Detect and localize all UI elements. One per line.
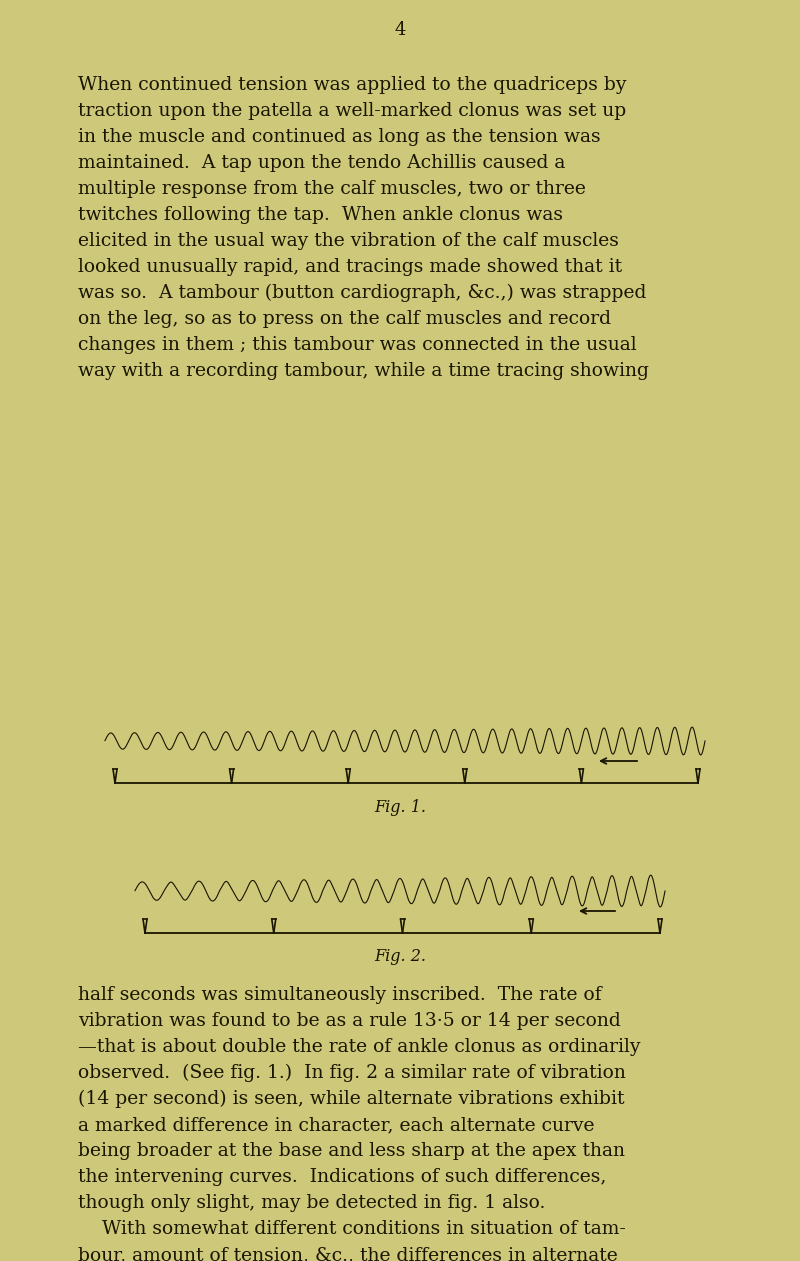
Text: though only slight, may be detected in fig. 1 also.: though only slight, may be detected in f…	[78, 1194, 546, 1212]
Text: traction upon the patella a well-marked clonus was set up: traction upon the patella a well-marked …	[78, 102, 626, 120]
Text: 4: 4	[394, 21, 406, 39]
Text: elicited in the usual way the vibration of the calf muscles: elicited in the usual way the vibration …	[78, 232, 619, 250]
Text: on the leg, so as to press on the calf muscles and record: on the leg, so as to press on the calf m…	[78, 310, 611, 328]
Text: multiple response from the calf muscles, two or three: multiple response from the calf muscles,…	[78, 180, 586, 198]
Text: way with a recording tambour, while a time tracing showing: way with a recording tambour, while a ti…	[78, 362, 649, 380]
Text: maintained.  A tap upon the tendo Achillis caused a: maintained. A tap upon the tendo Achilli…	[78, 154, 566, 171]
Text: half seconds was simultaneously inscribed.  The rate of: half seconds was simultaneously inscribe…	[78, 986, 602, 1004]
Text: Fig. 1.: Fig. 1.	[374, 799, 426, 816]
Text: the intervening curves.  Indications of such differences,: the intervening curves. Indications of s…	[78, 1168, 606, 1187]
Text: —that is about double the rate of ankle clonus as ordinarily: —that is about double the rate of ankle …	[78, 1038, 641, 1055]
Text: Fig. 2.: Fig. 2.	[374, 948, 426, 965]
Text: With somewhat different conditions in situation of tam-: With somewhat different conditions in si…	[78, 1219, 626, 1238]
Text: observed.  (See fig. 1.)  In fig. 2 a similar rate of vibration: observed. (See fig. 1.) In fig. 2 a simi…	[78, 1064, 626, 1082]
Text: twitches following the tap.  When ankle clonus was: twitches following the tap. When ankle c…	[78, 206, 563, 224]
Text: being broader at the base and less sharp at the apex than: being broader at the base and less sharp…	[78, 1142, 625, 1160]
Text: vibration was found to be as a rule 13·5 or 14 per second: vibration was found to be as a rule 13·5…	[78, 1013, 621, 1030]
Text: bour, amount of tension, &c., the differences in alternate: bour, amount of tension, &c., the differ…	[78, 1246, 618, 1261]
Text: looked unusually rapid, and tracings made showed that it: looked unusually rapid, and tracings mad…	[78, 259, 622, 276]
Text: a marked difference in character, each alternate curve: a marked difference in character, each a…	[78, 1116, 594, 1134]
Text: changes in them ; this tambour was connected in the usual: changes in them ; this tambour was conne…	[78, 335, 637, 354]
Text: (14 per second) is seen, while alternate vibrations exhibit: (14 per second) is seen, while alternate…	[78, 1090, 625, 1108]
Text: When continued tension was applied to the quadriceps by: When continued tension was applied to th…	[78, 76, 626, 95]
Text: in the muscle and continued as long as the tension was: in the muscle and continued as long as t…	[78, 129, 601, 146]
Text: was so.  A tambour (button cardiograph, &c.,) was strapped: was so. A tambour (button cardiograph, &…	[78, 284, 646, 303]
